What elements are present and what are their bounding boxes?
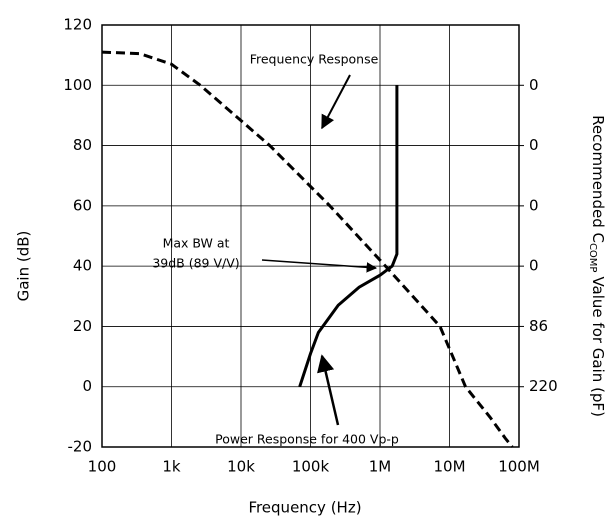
y-tick-label: 80 [73, 136, 92, 154]
arrow [321, 74, 351, 130]
series-line [298, 85, 399, 388]
annotation: Max BW at [163, 236, 230, 251]
annotation: Power Response for 400 Vp-p [215, 432, 399, 447]
y2-axis-label: Recommended CCOMP Value for Gain (pF) [587, 115, 608, 417]
y2-tick-label: 0 [529, 136, 539, 154]
x-axis-label: Frequency (Hz) [248, 499, 361, 517]
y2-tick-label: 0 [529, 76, 539, 94]
x-tick-label: 1M [369, 458, 392, 476]
y-tick-label: 100 [63, 76, 92, 94]
plot-frame [101, 24, 520, 448]
y-tick-label: 60 [73, 196, 92, 214]
y-tick-label: -20 [68, 438, 93, 456]
y-axis-label: Gain (dB) [15, 231, 33, 302]
annotation: Frequency Response [250, 52, 379, 67]
y-tick-label: 0 [82, 377, 92, 395]
annotation: 39dB (89 V/V) [152, 256, 239, 271]
x-tick-label: 100 [88, 458, 117, 476]
y2-tick-label: 86 [529, 317, 548, 335]
x-tick-label: 10M [433, 458, 465, 476]
y2-tick-label: 220 [529, 377, 558, 395]
y2-tick-label: 0 [529, 196, 539, 214]
y2-tick-label: 0 [529, 257, 539, 275]
y2-label-text: Recommended C [590, 115, 608, 243]
y-tick-label: 120 [63, 16, 92, 34]
y-tick-label: 40 [73, 257, 92, 275]
y-tick-label: 20 [73, 317, 92, 335]
x-tick-label: 10k [227, 458, 255, 476]
arrow [261, 259, 378, 273]
x-tick-label: 100M [498, 458, 540, 476]
y2-label-subscript: COMP [587, 243, 598, 273]
x-tick-label: 100k [292, 458, 330, 476]
y2-label-suffix: Value for Gain (pF) [590, 276, 608, 416]
arrow [317, 354, 340, 426]
series-line [101, 50, 514, 448]
x-tick-label: 1k [162, 458, 181, 476]
